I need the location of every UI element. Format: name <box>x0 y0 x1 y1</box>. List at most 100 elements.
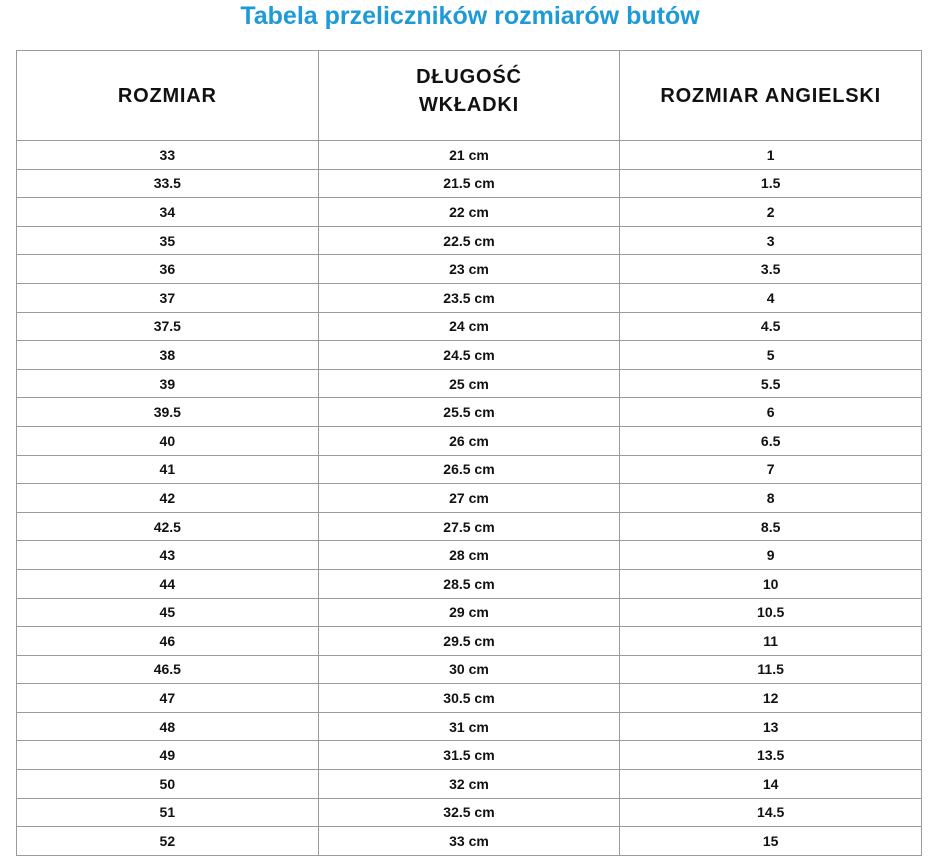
uk-size-cell: 14 <box>619 769 922 799</box>
size-cell: 44 <box>16 568 319 599</box>
uk-size-cell: 13.5 <box>619 740 922 771</box>
uk-size-cell: 6.5 <box>619 425 922 456</box>
uk-size-cell: 13 <box>619 711 922 742</box>
insole-length-cell: 31.5 cm <box>317 740 621 771</box>
insole-length-cell: 22.5 cm <box>317 225 621 256</box>
uk-size-cell: 4.5 <box>619 311 922 342</box>
uk-size-cell: 4 <box>619 282 922 313</box>
table-row: 44 28.5 cm 10 <box>16 568 922 599</box>
table-row: 40 26 cm 6.5 <box>16 425 922 456</box>
table-row: 36 23 cm 3.5 <box>16 254 922 284</box>
uk-size-cell: 10 <box>619 568 922 599</box>
size-cell: 39 <box>16 368 319 399</box>
uk-size-cell: 3.5 <box>619 254 922 284</box>
insole-length-cell: 27.5 cm <box>317 511 621 542</box>
size-cell: 50 <box>16 769 319 799</box>
table-row: 37 23.5 cm 4 <box>16 282 922 313</box>
uk-size-cell: 8.5 <box>619 511 922 542</box>
insole-length-cell: 22 cm <box>317 197 621 227</box>
insole-length-cell: 26 cm <box>317 425 621 456</box>
size-cell: 52 <box>16 826 319 856</box>
table-row: 46 29.5 cm 11 <box>16 626 922 656</box>
table-row: 34 22 cm 2 <box>16 197 922 227</box>
insole-length-cell: 29 cm <box>317 597 621 628</box>
insole-length-cell: 30.5 cm <box>317 683 621 713</box>
size-cell: 37 <box>16 282 319 313</box>
header-insole-length: DŁUGOŚĆ WKŁADKI <box>317 50 621 141</box>
uk-size-cell: 14.5 <box>619 797 922 828</box>
size-cell: 34 <box>16 197 319 227</box>
insole-length-cell: 25 cm <box>317 368 621 399</box>
size-cell: 37.5 <box>16 311 319 342</box>
uk-size-cell: 8 <box>619 483 922 513</box>
table-row: 42 27 cm 8 <box>16 483 922 513</box>
uk-size-cell: 1 <box>619 140 922 170</box>
table-row: 41 26.5 cm 7 <box>16 454 922 485</box>
insole-length-cell: 21 cm <box>317 140 621 170</box>
size-cell: 49 <box>16 740 319 771</box>
table-row: 47 30.5 cm 12 <box>16 683 922 713</box>
size-cell: 42 <box>16 483 319 513</box>
insole-length-cell: 24 cm <box>317 311 621 342</box>
table-row: 49 31.5 cm 13.5 <box>16 740 922 771</box>
uk-size-cell: 9 <box>619 540 922 570</box>
insole-length-cell: 23.5 cm <box>317 282 621 313</box>
header-row: ROZMIAR DŁUGOŚĆ WKŁADKI ROZMIAR ANGIELSK… <box>16 50 922 141</box>
table-row: 52 33 cm 15 <box>16 826 922 856</box>
uk-size-cell: 3 <box>619 225 922 256</box>
insole-length-cell: 29.5 cm <box>317 626 621 656</box>
size-cell: 45 <box>16 597 319 628</box>
size-cell: 36 <box>16 254 319 284</box>
table-row: 37.5 24 cm 4.5 <box>16 311 922 342</box>
table-row: 39.5 25.5 cm 6 <box>16 397 922 427</box>
insole-length-cell: 24.5 cm <box>317 340 621 370</box>
insole-length-cell: 28 cm <box>317 540 621 570</box>
insole-length-cell: 31 cm <box>317 711 621 742</box>
table-row: 50 32 cm 14 <box>16 769 922 799</box>
table-row: 51 32.5 cm 14.5 <box>16 797 922 828</box>
uk-size-cell: 15 <box>619 826 922 856</box>
header-uk-size: ROZMIAR ANGIELSKI <box>619 50 922 141</box>
uk-size-cell: 11 <box>619 626 922 656</box>
table-row: 45 29 cm 10.5 <box>16 597 922 628</box>
uk-size-cell: 1.5 <box>619 168 922 199</box>
table-row: 33.5 21.5 cm 1.5 <box>16 168 922 199</box>
size-cell: 48 <box>16 711 319 742</box>
uk-size-cell: 5.5 <box>619 368 922 399</box>
size-conversion-table: ROZMIAR DŁUGOŚĆ WKŁADKI ROZMIAR ANGIELSK… <box>16 50 922 856</box>
size-cell: 47 <box>16 683 319 713</box>
insole-length-cell: 25.5 cm <box>317 397 621 427</box>
insole-length-cell: 30 cm <box>317 654 621 685</box>
table-row: 33 21 cm 1 <box>16 140 922 170</box>
header-size: ROZMIAR <box>16 50 319 141</box>
insole-length-cell: 28.5 cm <box>317 568 621 599</box>
size-cell: 39.5 <box>16 397 319 427</box>
size-cell: 35 <box>16 225 319 256</box>
table-row: 38 24.5 cm 5 <box>16 340 922 370</box>
uk-size-cell: 7 <box>619 454 922 485</box>
size-cell: 41 <box>16 454 319 485</box>
size-cell: 46.5 <box>16 654 319 685</box>
size-cell: 43 <box>16 540 319 570</box>
table-row: 42.5 27.5 cm 8.5 <box>16 511 922 542</box>
insole-length-cell: 32 cm <box>317 769 621 799</box>
insole-length-cell: 27 cm <box>317 483 621 513</box>
insole-length-cell: 32.5 cm <box>317 797 621 828</box>
size-cell: 40 <box>16 425 319 456</box>
table-row: 46.5 30 cm 11.5 <box>16 654 922 685</box>
uk-size-cell: 10.5 <box>619 597 922 628</box>
header-insole-length-label: DŁUGOŚĆ WKŁADKI <box>416 65 522 116</box>
size-cell: 42.5 <box>16 511 319 542</box>
insole-length-cell: 26.5 cm <box>317 454 621 485</box>
table-row: 39 25 cm 5.5 <box>16 368 922 399</box>
insole-length-cell: 33 cm <box>317 826 621 856</box>
size-cell: 38 <box>16 340 319 370</box>
size-cell: 46 <box>16 626 319 656</box>
size-cell: 33 <box>16 140 319 170</box>
size-cell: 51 <box>16 797 319 828</box>
page-title: Tabela przeliczników rozmiarów butów <box>240 2 700 30</box>
table-row: 48 31 cm 13 <box>16 711 922 742</box>
insole-length-cell: 23 cm <box>317 254 621 284</box>
uk-size-cell: 2 <box>619 197 922 227</box>
size-cell: 33.5 <box>16 168 319 199</box>
